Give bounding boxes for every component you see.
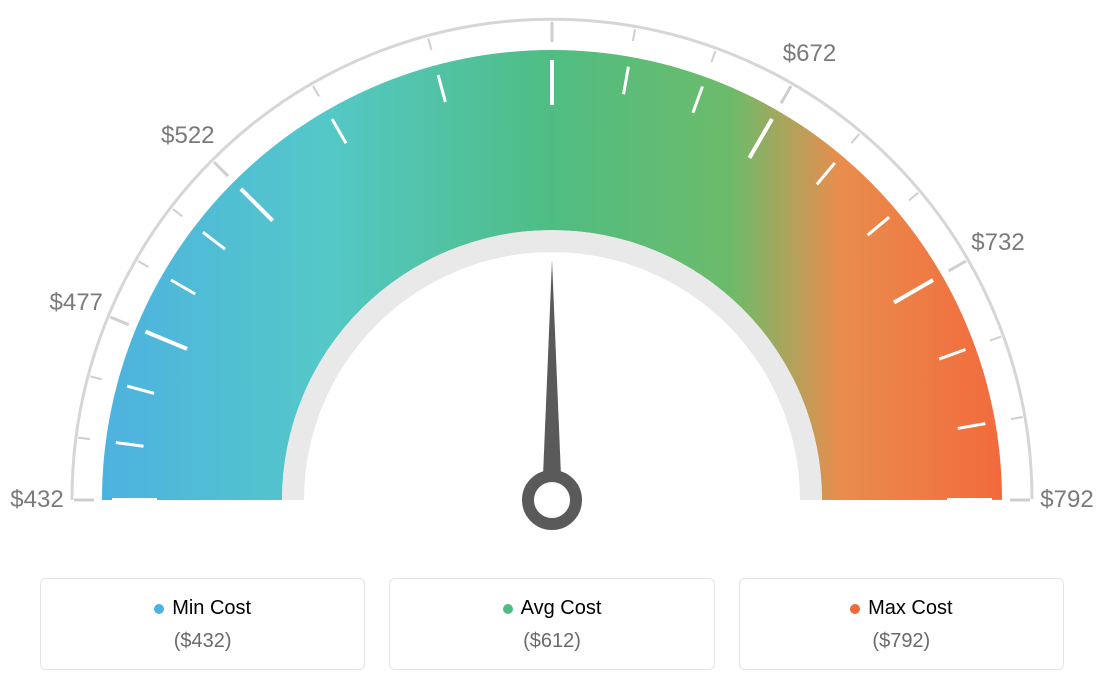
gauge-tick-label: $522 [161, 122, 214, 150]
legend-avg-title: Avg Cost [503, 597, 602, 620]
legend-min-label: Min Cost [172, 597, 251, 620]
legend-min-value: ($432) [51, 630, 354, 653]
legend-avg-dot-icon [503, 604, 513, 614]
gauge-tick-label: $672 [783, 40, 836, 68]
legend-avg-card: Avg Cost ($612) [389, 578, 714, 670]
legend-min-card: Min Cost ($432) [40, 578, 365, 670]
legend-max-card: Max Cost ($792) [739, 578, 1064, 670]
gauge-tick-label: $732 [971, 229, 1024, 257]
legend-avg-label: Avg Cost [521, 597, 602, 620]
legend-max-dot-icon [850, 604, 860, 614]
cost-gauge-container: $432$477$522$612$672$732$792 Min Cost ($… [0, 0, 1104, 690]
legend-max-value: ($792) [750, 630, 1053, 653]
legend-max-title: Max Cost [850, 597, 952, 620]
legend-max-label: Max Cost [868, 597, 952, 620]
legend-min-title: Min Cost [154, 597, 251, 620]
gauge-tick-label: $477 [49, 289, 102, 317]
gauge-tick-label: $792 [1040, 486, 1093, 514]
legend-row: Min Cost ($432) Avg Cost ($612) Max Cost… [0, 578, 1104, 670]
legend-min-dot-icon [154, 604, 164, 614]
gauge-chart: $432$477$522$612$672$732$792 [0, 0, 1104, 560]
legend-avg-value: ($612) [400, 630, 703, 653]
gauge-tick-label: $432 [10, 486, 63, 514]
